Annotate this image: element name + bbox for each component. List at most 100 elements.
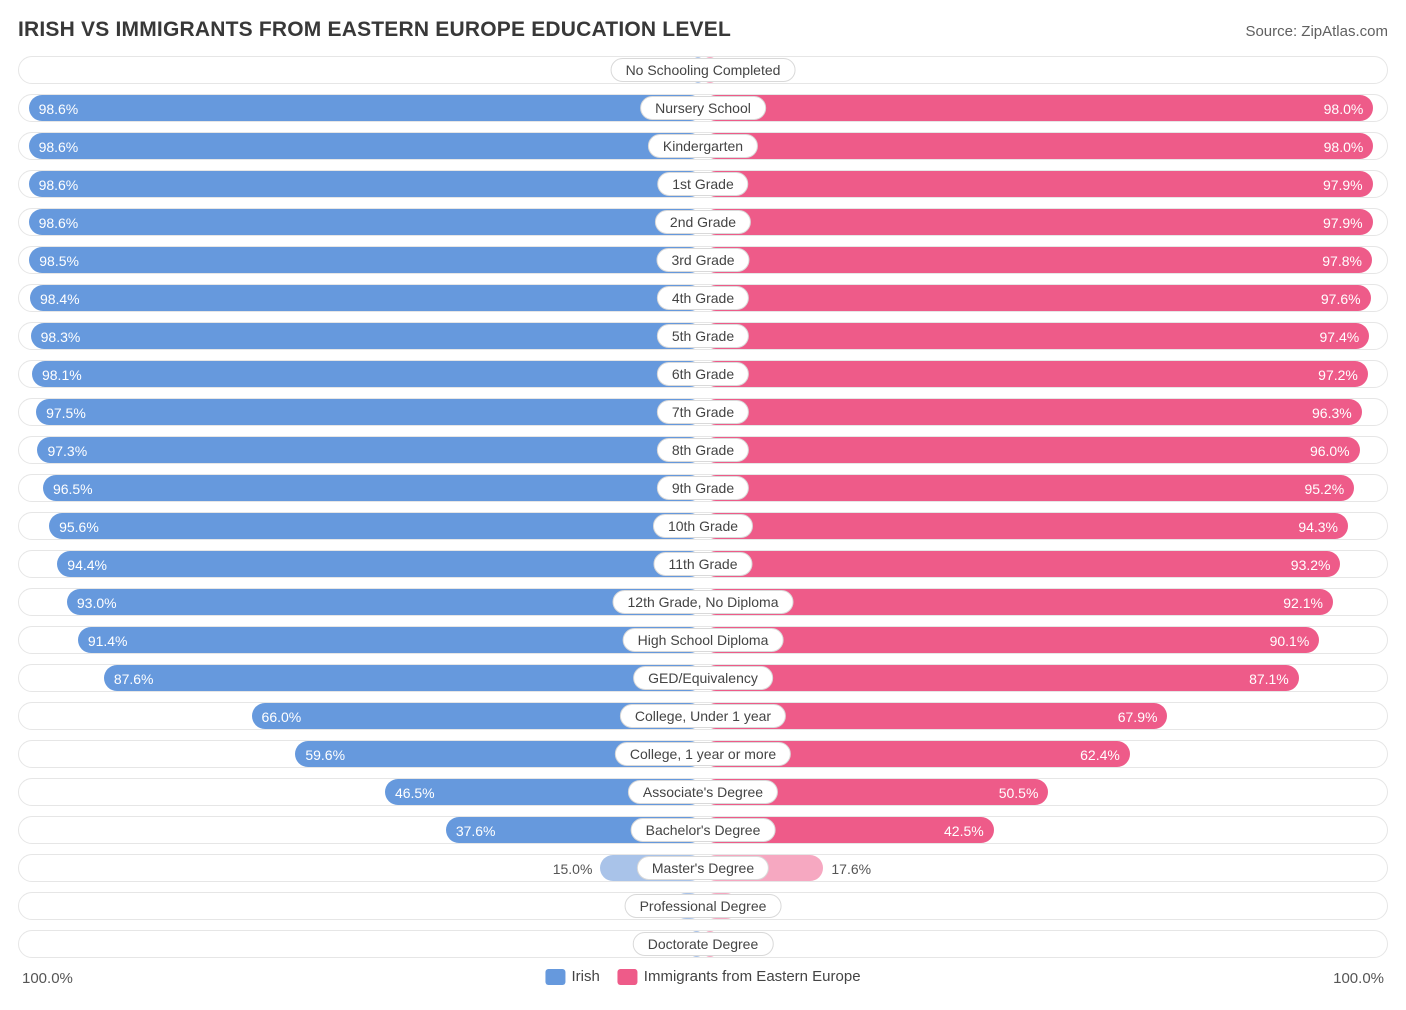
chart-row: 1.4%2.0%No Schooling Completed <box>18 56 1388 84</box>
category-label: 5th Grade <box>657 324 749 348</box>
chart-row: 95.6% 94.3% 10th Grade <box>18 512 1388 540</box>
legend-swatch-left <box>545 969 565 985</box>
category-label: 7th Grade <box>657 400 749 424</box>
value-right: 17.6% <box>831 855 871 883</box>
value-left: 46.5% <box>385 779 435 807</box>
value-right: 87.1% <box>1249 665 1299 693</box>
bar-right <box>703 361 1368 387</box>
bar-left <box>36 399 703 425</box>
value-left: 98.5% <box>29 247 79 275</box>
value-right: 97.4% <box>1320 323 1370 351</box>
value-right: 97.9% <box>1323 171 1373 199</box>
value-left: 98.6% <box>29 95 79 123</box>
category-label: Doctorate Degree <box>633 932 774 956</box>
category-label: 10th Grade <box>653 514 753 538</box>
chart-row: 1.9%2.1%Doctorate Degree <box>18 930 1388 958</box>
axis-left-max: 100.0% <box>22 970 73 987</box>
chart-header: IRISH VS IMMIGRANTS FROM EASTERN EUROPE … <box>18 18 1388 42</box>
chart-row: 91.4%90.1%High School Diploma <box>18 626 1388 654</box>
value-right: 42.5% <box>944 817 994 845</box>
chart-row: 15.0%17.6%Master's Degree <box>18 854 1388 882</box>
value-right: 90.1% <box>1270 627 1320 655</box>
value-right: 95.2% <box>1304 475 1354 503</box>
bar-right <box>703 171 1373 197</box>
chart-row: 98.6% 97.9% 1st Grade <box>18 170 1388 198</box>
value-right: 93.2% <box>1291 551 1341 579</box>
legend: Irish Immigrants from Eastern Europe <box>545 968 860 985</box>
bar-left <box>49 513 703 539</box>
value-left: 95.6% <box>49 513 99 541</box>
bar-left <box>37 437 703 463</box>
chart-row: 98.6% 98.0% Nursery School <box>18 94 1388 122</box>
bar-left <box>30 285 703 311</box>
category-label: Master's Degree <box>637 856 769 880</box>
category-label: 8th Grade <box>657 438 749 462</box>
bar-right <box>703 133 1373 159</box>
category-label: 4th Grade <box>657 286 749 310</box>
bar-right <box>703 475 1354 501</box>
bar-left <box>29 95 703 121</box>
chart-title: IRISH VS IMMIGRANTS FROM EASTERN EUROPE … <box>18 18 731 42</box>
bar-left <box>78 627 703 653</box>
value-right: 97.6% <box>1321 285 1371 313</box>
chart-row: 87.6% 87.1% GED/Equivalency <box>18 664 1388 692</box>
chart-row: 98.6% 97.9% 2nd Grade <box>18 208 1388 236</box>
category-label: GED/Equivalency <box>633 666 773 690</box>
value-left: 94.4% <box>57 551 107 579</box>
category-label: College, 1 year or more <box>615 742 791 766</box>
chart-row: 98.3% 97.4% 5th Grade <box>18 322 1388 350</box>
bar-left <box>43 475 703 501</box>
value-left: 98.6% <box>29 171 79 199</box>
category-label: 11th Grade <box>653 552 752 576</box>
bar-left <box>57 551 703 577</box>
category-label: 12th Grade, No Diploma <box>613 590 794 614</box>
value-left: 98.6% <box>29 209 79 237</box>
chart-row: 37.6%42.5%Bachelor's Degree <box>18 816 1388 844</box>
value-left: 97.3% <box>37 437 87 465</box>
chart-row: 94.4% 93.2% 11th Grade <box>18 550 1388 578</box>
bar-right <box>703 95 1373 121</box>
value-right: 94.3% <box>1298 513 1348 541</box>
axis-right-max: 100.0% <box>1333 970 1384 987</box>
bar-left <box>67 589 703 615</box>
value-right: 97.8% <box>1322 247 1372 275</box>
value-left: 66.0% <box>252 703 302 731</box>
bar-right <box>703 551 1340 577</box>
value-left: 91.4% <box>78 627 128 655</box>
category-label: 1st Grade <box>657 172 748 196</box>
bar-left <box>104 665 703 691</box>
category-label: 3rd Grade <box>656 248 749 272</box>
chart-row: 97.3% 96.0% 8th Grade <box>18 436 1388 464</box>
bar-left <box>29 171 703 197</box>
chart-row: 4.4%5.2%Professional Degree <box>18 892 1388 920</box>
value-left: 37.6% <box>446 817 496 845</box>
value-right: 62.4% <box>1080 741 1130 769</box>
chart-row: 98.4%97.6%4th Grade <box>18 284 1388 312</box>
bar-left <box>29 247 703 273</box>
bar-left <box>31 323 703 349</box>
value-left: 98.1% <box>32 361 82 389</box>
chart-row: 96.5%95.2%9th Grade <box>18 474 1388 502</box>
category-label: Nursery School <box>640 96 766 120</box>
bar-right <box>703 209 1373 235</box>
value-right: 96.0% <box>1310 437 1360 465</box>
category-label: No Schooling Completed <box>611 58 796 82</box>
value-left: 59.6% <box>295 741 345 769</box>
value-right: 97.9% <box>1323 209 1373 237</box>
chart-footer: 100.0% 100.0% Irish Immigrants from East… <box>18 968 1388 992</box>
chart-row: 98.5% 97.8% 3rd Grade <box>18 246 1388 274</box>
category-label: Professional Degree <box>625 894 782 918</box>
value-left: 87.6% <box>104 665 154 693</box>
chart-row: 93.0%92.1%12th Grade, No Diploma <box>18 588 1388 616</box>
category-label: 2nd Grade <box>655 210 751 234</box>
value-right: 98.0% <box>1324 95 1374 123</box>
legend-item-left: Irish <box>545 968 599 985</box>
chart-row: 66.0%67.9%College, Under 1 year <box>18 702 1388 730</box>
value-right: 50.5% <box>999 779 1049 807</box>
bar-right <box>703 513 1348 539</box>
legend-label-left: Irish <box>571 968 599 985</box>
legend-label-right: Immigrants from Eastern Europe <box>644 968 861 985</box>
chart-row: 98.6%98.0%Kindergarten <box>18 132 1388 160</box>
value-left: 98.3% <box>31 323 81 351</box>
diverging-bar-chart: 1.4%2.0%No Schooling Completed98.6%98.0%… <box>18 56 1388 958</box>
